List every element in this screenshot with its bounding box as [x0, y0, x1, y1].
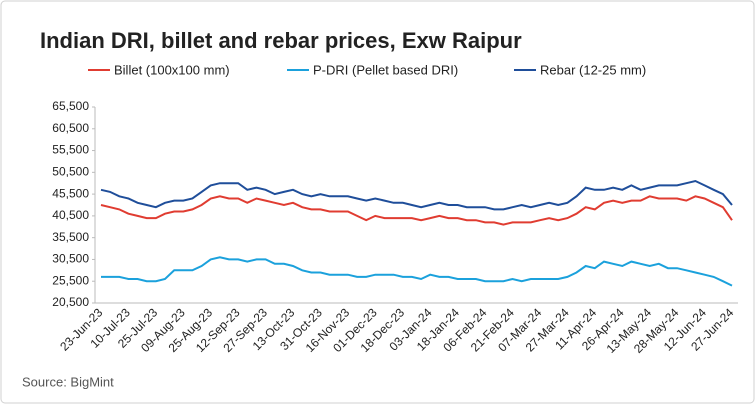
chart-title: Indian DRI, billet and rebar prices, Exw…	[40, 28, 522, 53]
line-series	[101, 256, 733, 287]
legend: Billet (100x100 mm) P-DRI (Pellet based D…	[88, 62, 646, 77]
y-tick-label: 20,500	[52, 295, 89, 309]
y-tick-label: 50,500	[52, 165, 89, 179]
legend-label: Billet (100x100 mm)	[114, 62, 230, 77]
y-tick-label: 45,500	[52, 186, 89, 200]
y-tick-label: 35,500	[52, 230, 89, 244]
y-tick-label: 55,500	[52, 143, 89, 157]
y-tick-label: 60,500	[52, 121, 89, 135]
y-tick-label: 65,500	[52, 99, 89, 113]
legend-label: P-DRI (Pellet based DRI)	[313, 62, 458, 77]
legend-label: Rebar (12-25 mm)	[540, 62, 646, 77]
line-series	[100, 195, 733, 226]
y-tick-label: 30,500	[52, 252, 89, 266]
y-tick-label: 40,500	[52, 208, 89, 222]
source: Source: BigMint	[22, 374, 114, 389]
line-series	[100, 179, 733, 211]
y-tick-label: 25,500	[52, 273, 89, 287]
